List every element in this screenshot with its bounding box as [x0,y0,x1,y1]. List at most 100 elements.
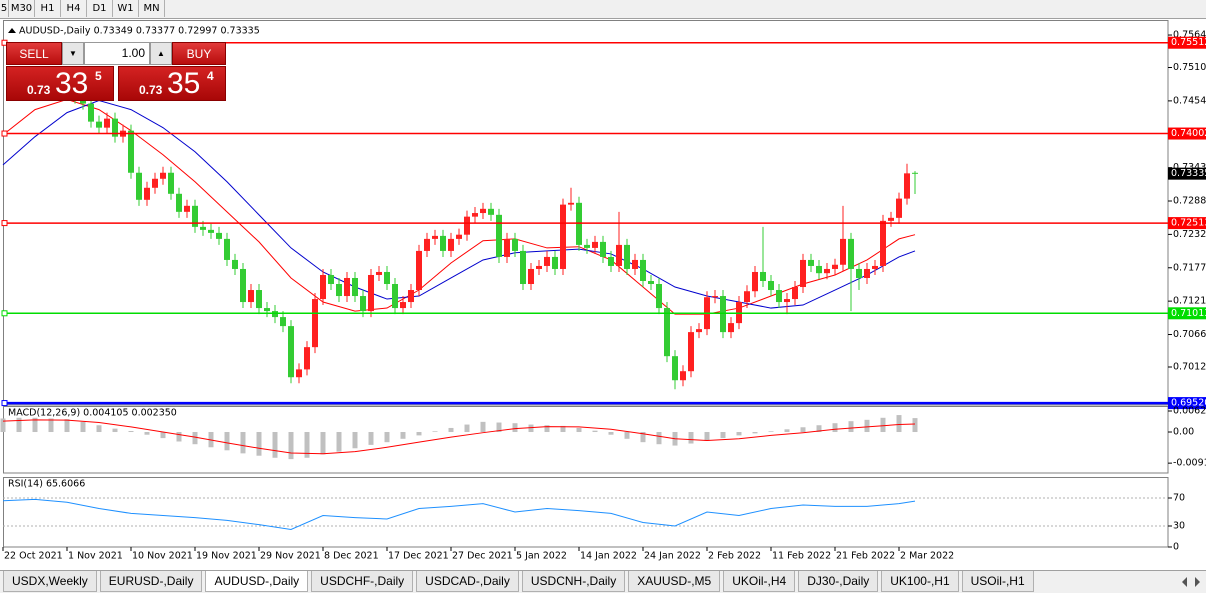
histogram-bar [0,418,6,433]
histogram-bar [432,431,438,433]
candle-body [672,356,678,381]
candle-body [816,265,822,274]
level-marker [1,130,8,137]
histogram-bar [624,432,630,439]
candle-body [600,241,606,257]
histogram-bar [352,432,358,449]
candle-body [136,172,142,200]
candle-body [840,238,846,265]
candle-body [264,308,270,312]
chart-tab[interactable]: USOil-,H1 [961,571,1034,592]
histogram-bar [304,432,310,458]
y-tick-label: 0.73435 [1173,162,1206,173]
candle-body [184,205,190,212]
histogram-bar [608,432,614,435]
lot-input[interactable]: 1.00 [84,42,150,65]
timeframe-button[interactable]: 5 [0,0,9,17]
sell-button[interactable]: SELL [6,42,62,65]
candle-body [864,268,870,278]
chart-tab[interactable]: UK100-,H1 [881,571,959,592]
sell-price[interactable]: 0.73 33 5 [6,66,114,101]
chart-tab[interactable]: USDCHF-,Daily [311,571,414,592]
histogram-bar [896,415,902,433]
chart-tab[interactable]: UKOil-,H4 [723,571,796,592]
buy-price-big: 0.73 [139,83,163,97]
candle-body [664,308,670,357]
timeframe-button[interactable]: H4 [61,0,87,17]
tab-scroll-right[interactable] [1195,577,1200,587]
candle-body [464,216,470,235]
chart-tab[interactable]: DJ30-,Daily [798,571,879,592]
current-price-label: 0.73335 [1171,168,1206,179]
x-tick-label: 24 Jan 2022 [644,551,701,562]
candle-body [824,268,830,274]
histogram-bar [528,424,534,433]
buy-button[interactable]: BUY [172,42,226,65]
collapse-icon[interactable] [8,28,16,33]
histogram-bar [48,418,54,433]
candle-body [440,235,446,251]
histogram-bar [704,432,710,441]
timeframe-button[interactable]: M30 [9,0,35,17]
candle-body [696,329,702,333]
candle-body [760,271,766,281]
candle-body [176,193,182,212]
timeframe-toolbar: 5 M30 H1 H4 D1 W1 MN [0,0,1206,19]
histogram-bar [496,422,502,433]
x-tick-label: 11 Feb 2022 [772,551,831,562]
candle-body [128,130,134,173]
candle-body [648,280,654,285]
histogram-bar [64,419,70,433]
sell-price-pips: 33 [55,67,89,100]
candle-body [576,202,582,245]
candle-body [408,290,414,303]
candle-body [208,229,214,233]
chart-background [0,19,1206,570]
chart-tab[interactable]: USDX,Weekly [3,571,97,592]
x-tick-label: 8 Dec 2021 [324,551,379,562]
candle-body [536,265,542,269]
histogram-bar [656,432,662,445]
candle-body [288,326,294,378]
lot-decrease[interactable]: ▼ [62,42,84,65]
chart-tab[interactable]: XAUUSD-,M5 [628,571,721,592]
indicator-line [2,419,916,455]
candle-body [272,311,278,318]
level-label-box [1168,36,1206,49]
candle-body [312,299,318,348]
timeframe-button[interactable]: H1 [35,0,61,17]
chart-tab[interactable]: USDCNH-,Daily [521,571,626,592]
candle-body [592,241,598,248]
level-label: 0.71013 [1171,308,1206,319]
lot-increase[interactable]: ▲ [150,42,172,65]
timeframe-button[interactable]: MN [139,0,165,17]
candle-body [712,296,718,298]
candle-body [744,291,750,303]
tab-scroll[interactable] [1180,576,1204,588]
histogram-bar [368,432,374,445]
timeframe-button[interactable]: W1 [113,0,139,17]
candle-body [808,259,814,266]
candle-body [248,290,254,303]
y-tick-label: 0.006201 [1173,406,1206,417]
candle-body [560,204,566,269]
macd-title: MACD(12,26,9) 0.004105 0.002350 [8,408,177,419]
histogram-bar [736,432,742,436]
candle-body [424,238,430,251]
chart-tabs: USDX,Weekly EURUSD-,Daily AUDUSD-,Daily USD… [0,570,1206,593]
histogram-bar [384,432,390,443]
candle-body [240,268,246,303]
buy-price[interactable]: 0.73 35 4 [118,66,226,101]
timeframe-button[interactable]: D1 [87,0,113,17]
chart-tab[interactable]: EURUSD-,Daily [99,571,203,592]
candle-body [856,268,862,278]
x-tick-label: 21 Feb 2022 [836,551,895,562]
buy-price-pips: 35 [167,67,201,100]
y-tick-label: 30 [1173,521,1185,532]
chart-tab[interactable]: USDCAD-,Daily [416,571,519,592]
chart-tab[interactable]: AUDUSD-,Daily [205,571,309,592]
candle-body [880,220,886,266]
candle-body [768,280,774,291]
tab-scroll-left[interactable] [1182,577,1187,587]
